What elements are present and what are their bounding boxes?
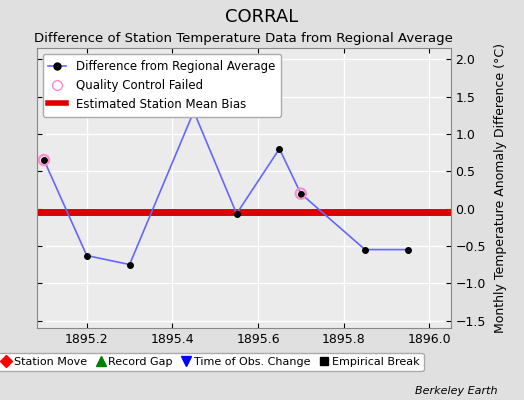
Legend: Station Move, Record Gap, Time of Obs. Change, Empirical Break: Station Move, Record Gap, Time of Obs. C… xyxy=(0,352,423,372)
Point xyxy=(40,157,48,163)
Text: CORRAL: CORRAL xyxy=(225,8,299,26)
Title: Difference of Station Temperature Data from Regional Average: Difference of Station Temperature Data f… xyxy=(34,32,453,46)
Text: Berkeley Earth: Berkeley Earth xyxy=(416,386,498,396)
Point xyxy=(297,190,305,197)
Y-axis label: Monthly Temperature Anomaly Difference (°C): Monthly Temperature Anomaly Difference (… xyxy=(494,43,507,333)
